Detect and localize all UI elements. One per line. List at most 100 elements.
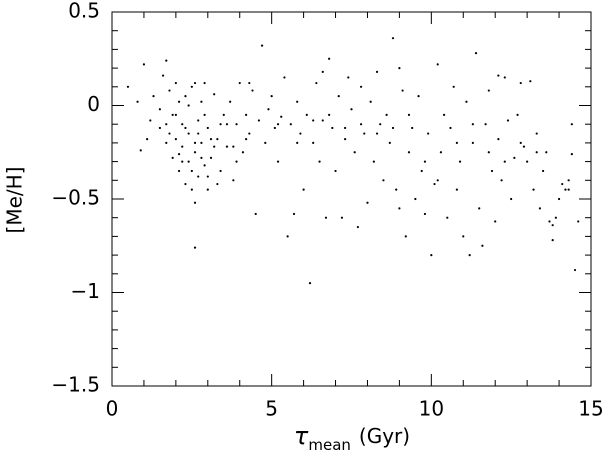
data-point — [455, 141, 458, 144]
data-point — [165, 123, 168, 126]
data-point — [187, 132, 190, 135]
data-point — [158, 108, 161, 111]
data-point — [526, 160, 529, 163]
data-point — [184, 126, 187, 130]
data-point — [158, 126, 161, 130]
data-point — [318, 160, 321, 163]
data-point — [177, 169, 181, 173]
data-point — [497, 138, 500, 141]
data-point — [324, 216, 328, 219]
data-point — [245, 113, 248, 116]
data-point — [181, 123, 184, 126]
data-point — [152, 95, 155, 98]
data-point — [347, 76, 350, 79]
data-point — [369, 100, 372, 103]
data-point — [142, 63, 146, 66]
data-point — [516, 113, 519, 116]
data-point — [423, 160, 427, 163]
data-point — [471, 123, 474, 126]
y-tick-label: −0.5 — [51, 186, 100, 210]
data-point — [449, 126, 452, 130]
data-point — [567, 179, 570, 182]
data-point — [235, 160, 238, 163]
data-point — [197, 119, 200, 122]
data-point — [548, 220, 551, 223]
data-point — [344, 138, 347, 141]
data-point — [359, 123, 363, 126]
data-point — [187, 160, 190, 163]
data-point — [213, 145, 216, 148]
data-point — [203, 164, 206, 167]
data-point — [398, 207, 401, 210]
data-point — [203, 81, 206, 85]
data-point — [193, 201, 197, 204]
y-axis-label: [Me/H] — [3, 167, 27, 234]
x-tick-label: 15 — [578, 397, 603, 421]
data-point — [286, 235, 289, 238]
data-point — [452, 85, 455, 88]
data-point — [503, 76, 506, 79]
x-tick-label: 5 — [265, 397, 278, 421]
data-point — [305, 113, 308, 116]
data-point — [497, 74, 500, 77]
data-point — [478, 207, 481, 210]
data-point — [510, 197, 513, 201]
data-point — [254, 212, 257, 216]
data-point — [312, 141, 315, 144]
data-point — [276, 160, 280, 163]
data-point — [235, 123, 238, 126]
x-tick-label: 0 — [106, 397, 119, 421]
data-point — [344, 126, 347, 130]
data-point — [193, 141, 197, 144]
data-point — [260, 44, 264, 47]
data-point — [193, 246, 197, 249]
data-point — [222, 113, 225, 116]
data-point — [455, 188, 458, 191]
data-point — [439, 151, 443, 154]
data-point — [471, 141, 474, 144]
data-point — [395, 188, 398, 191]
data-point — [535, 151, 538, 154]
data-point — [308, 282, 312, 285]
data-point — [174, 81, 177, 85]
data-point — [382, 179, 385, 182]
data-point — [181, 145, 184, 148]
data-point — [197, 132, 200, 135]
data-point — [312, 119, 315, 122]
data-point — [267, 108, 270, 111]
data-point — [193, 81, 197, 85]
data-point — [490, 169, 494, 173]
data-point — [136, 100, 139, 103]
data-point — [481, 244, 484, 247]
data-point — [423, 212, 427, 216]
data-point — [417, 95, 420, 98]
y-tick-label: 0.5 — [68, 0, 100, 23]
data-point — [177, 100, 181, 103]
data-point — [283, 76, 286, 79]
data-point — [238, 81, 241, 85]
data-point — [200, 156, 203, 159]
data-point — [257, 119, 260, 122]
data-point — [404, 235, 407, 238]
data-point — [430, 254, 433, 257]
data-point — [506, 119, 510, 122]
data-point — [557, 197, 561, 201]
data-point — [519, 81, 522, 85]
data-point — [519, 141, 522, 144]
data-point — [407, 151, 411, 154]
data-point — [542, 169, 545, 173]
data-point — [206, 126, 209, 130]
data-point — [187, 104, 190, 107]
data-point — [225, 145, 229, 148]
data-point — [206, 188, 209, 191]
data-point — [401, 89, 404, 92]
data-point — [494, 220, 497, 223]
data-point — [573, 268, 577, 272]
data-point — [356, 225, 359, 229]
data-point — [554, 216, 557, 219]
y-tick-label: 0 — [87, 92, 100, 116]
data-point — [171, 113, 174, 116]
data-point — [375, 70, 379, 73]
x-axis-unit: (Gyr) — [359, 424, 410, 448]
